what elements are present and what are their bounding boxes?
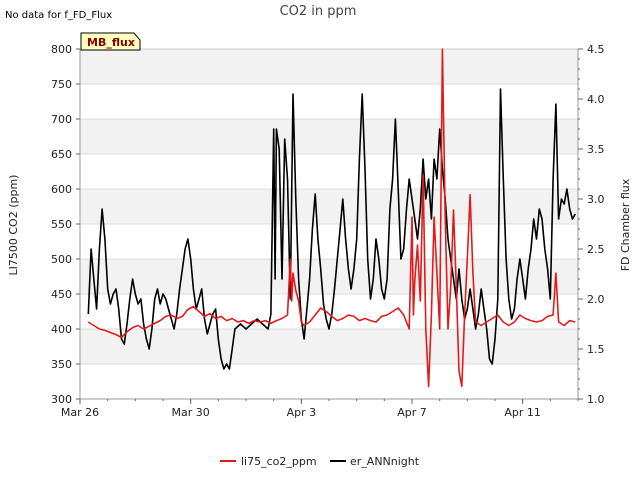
right-tick-label: 2.5 [587,243,605,256]
plot-background-bands [80,49,578,364]
mb-flux-badge-shape [80,32,141,51]
background-band [80,189,578,224]
x-tick-label: Mar 30 [172,406,210,419]
left-axis-title: LI7500 CO2 (ppm) [7,175,20,276]
x-tick-label: Mar 26 [61,406,99,419]
legend: li75_co2_ppm er_ANNnight [220,455,420,468]
series-line-er-annnight [87,88,576,370]
x-axis: Mar 26 Mar 30 Apr 3 Apr 7 Apr 11 [61,398,579,419]
series-line-li75-co2-ppm [87,48,576,388]
x-tick-label: Apr 3 [287,406,317,419]
left-tick-label: 400 [51,323,72,336]
background-band [80,49,578,84]
right-y-axis: 1.0 1.5 2.0 2.5 3.0 3.5 4.0 4.5 [577,43,605,406]
left-tick-label: 450 [51,288,72,301]
series-layer [87,48,576,388]
chart-title: CO2 in ppm [280,4,357,19]
x-tick-label: Apr 7 [397,406,427,419]
left-tick-label: 550 [51,218,72,231]
right-tick-label: 4.5 [587,43,605,56]
left-tick-label: 500 [51,253,72,266]
left-tick-label: 750 [51,78,72,91]
legend-label-li75: li75_co2_ppm [241,455,317,468]
background-band [80,329,578,364]
left-y-axis: 300 350 400 450 500 550 600 650 700 750 800 [51,43,81,406]
background-band [80,259,578,294]
mb-flux-badge-label: MB_flux [87,36,135,49]
left-tick-label: 800 [51,43,72,56]
x-tick-label: Apr 11 [504,406,541,419]
mb-flux-badge: MB_flux [80,32,141,51]
background-band [80,119,578,154]
left-tick-label: 650 [51,148,72,161]
no-data-note: No data for f_FD_Flux [5,10,112,21]
left-tick-label: 700 [51,113,72,126]
right-tick-label: 1.5 [587,343,605,356]
left-tick-label: 300 [51,393,72,406]
left-tick-label: 600 [51,183,72,196]
right-tick-label: 1.0 [587,393,605,406]
right-axis-title: FD Chamber flux [619,178,632,271]
right-tick-label: 4.0 [587,93,605,106]
right-tick-label: 3.0 [587,193,605,206]
right-tick-label: 3.5 [587,143,605,156]
left-tick-label: 350 [51,358,72,371]
legend-label-er-annnight: er_ANNnight [350,455,420,468]
right-tick-label: 2.0 [587,293,605,306]
